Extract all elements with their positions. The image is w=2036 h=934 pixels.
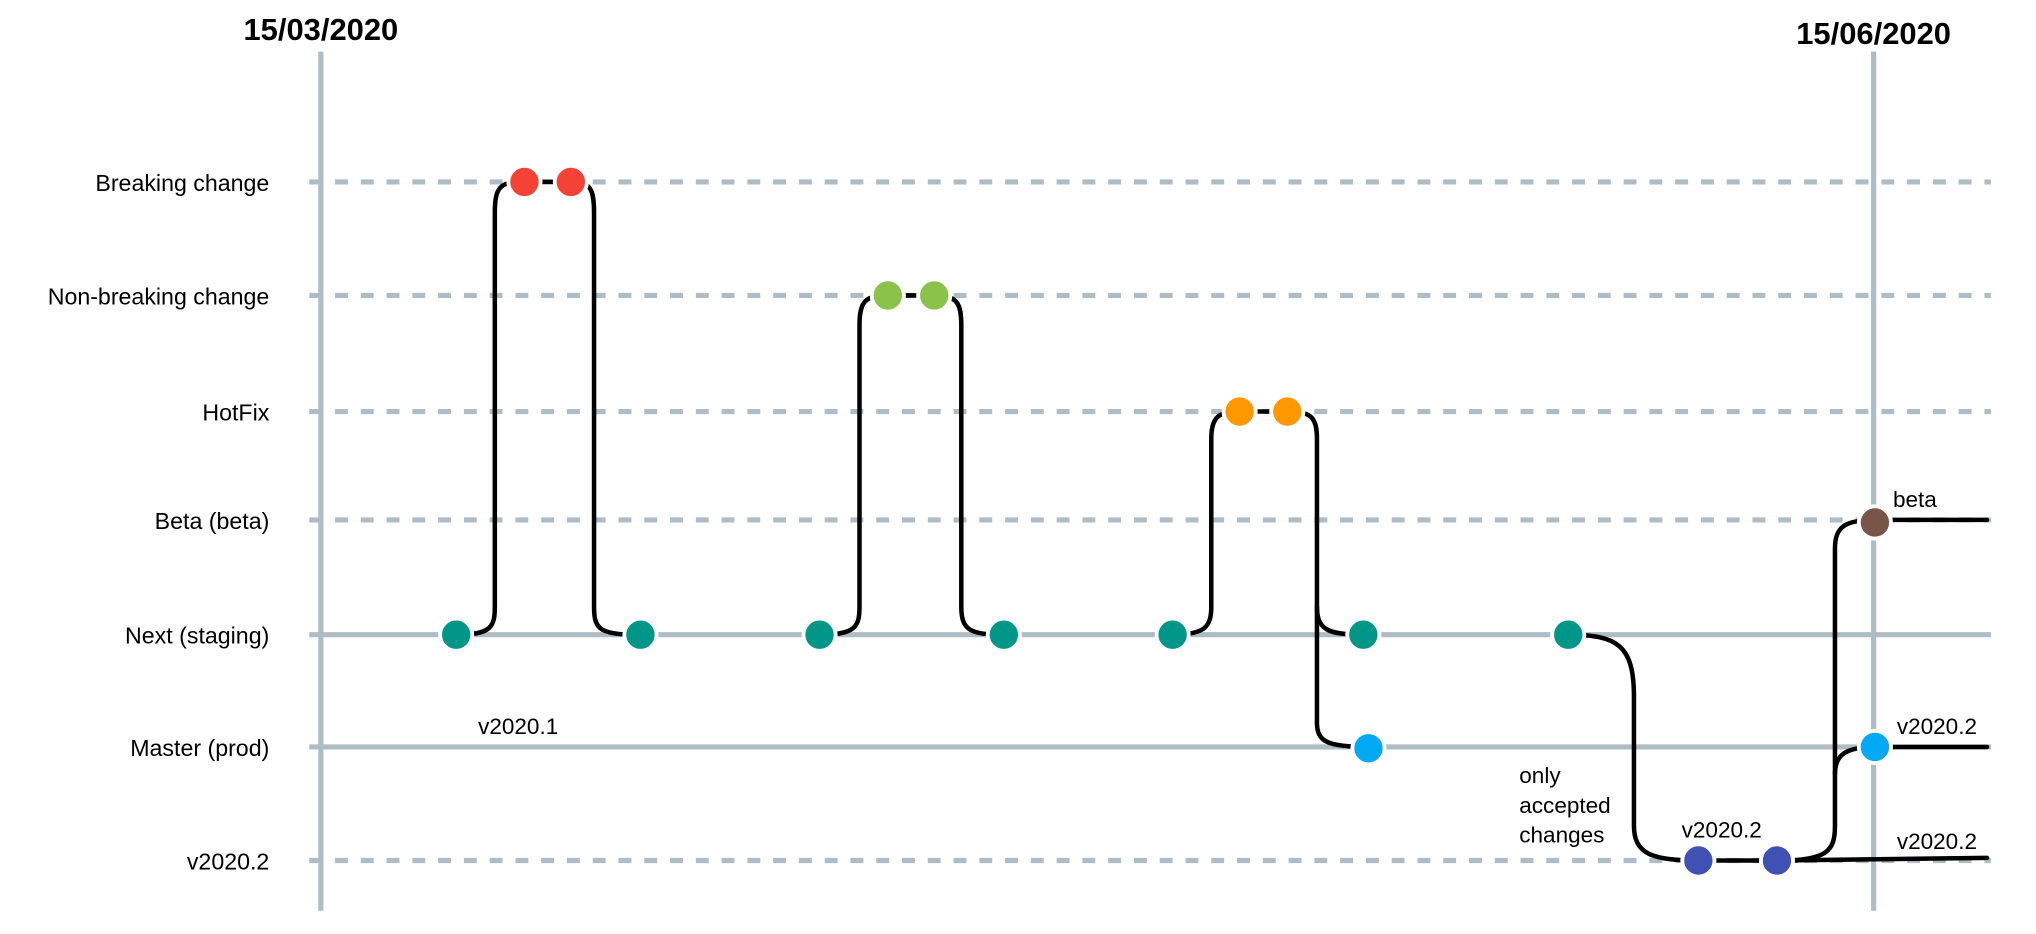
master-end-tag-label: v2020.2: [1897, 714, 1977, 739]
end-date-label: 15/06/2020: [1796, 16, 1951, 51]
lane-label-nonbreaking: Non-breaking change: [48, 283, 270, 309]
release-note-line1: only: [1519, 763, 1561, 788]
annotations: v2020.1 only accepted changes v2020.2 be…: [478, 487, 1977, 854]
lane-label-breaking: Breaking change: [95, 170, 269, 196]
master-commit-2: [1856, 728, 1893, 766]
beta-commit: [1856, 504, 1893, 541]
next-commit-7: [1550, 616, 1587, 653]
lane-label-release: v2020.2: [187, 849, 269, 875]
commit-dots: [438, 163, 1893, 879]
nonbreaking-commit-2: [916, 277, 953, 314]
next-commit-6: [1345, 616, 1382, 653]
release-note-line2: accepted: [1519, 793, 1610, 818]
breaking-commit-1: [506, 163, 543, 200]
release-commit-2: [1758, 842, 1796, 879]
start-date-label: 15/03/2020: [243, 12, 398, 47]
next-commit-2: [622, 616, 659, 653]
release-commit-1: [1680, 842, 1717, 879]
nonbreaking-commit-1: [869, 277, 906, 314]
lane-label-beta: Beta (beta): [155, 508, 270, 534]
release-to-beta-path: [1774, 517, 1990, 863]
breaking-branch-path: [455, 179, 643, 637]
next-commit-4: [985, 616, 1022, 653]
lane-lines: [309, 179, 1991, 864]
master-commit-1: [1350, 730, 1387, 767]
breaking-commit-2: [552, 163, 589, 200]
master-version-label: v2020.1: [478, 714, 558, 739]
lane-labels: Breaking change Non-breaking change HotF…: [48, 170, 270, 875]
next-commit-1: [438, 616, 475, 653]
beta-tag-label: beta: [1893, 487, 1937, 512]
hotfix-commit-1: [1221, 393, 1258, 430]
hotfix-commit-2: [1269, 393, 1306, 430]
next-commit-3: [801, 616, 838, 653]
hotfix-merge-next-path: [1170, 409, 1366, 637]
lane-label-hotfix: HotFix: [202, 400, 269, 426]
release-end-tag-label: v2020.2: [1897, 829, 1977, 854]
release-tag-label: v2020.2: [1682, 817, 1762, 842]
release-branch-path: [1565, 632, 1800, 863]
next-commit-5: [1154, 616, 1191, 653]
release-note-line3: changes: [1519, 822, 1604, 847]
nonbreaking-branch-path: [817, 293, 1007, 637]
release-continue-path: [1774, 855, 1990, 863]
lane-label-next: Next (staging): [125, 623, 269, 649]
lane-label-master: Master (prod): [130, 735, 269, 761]
